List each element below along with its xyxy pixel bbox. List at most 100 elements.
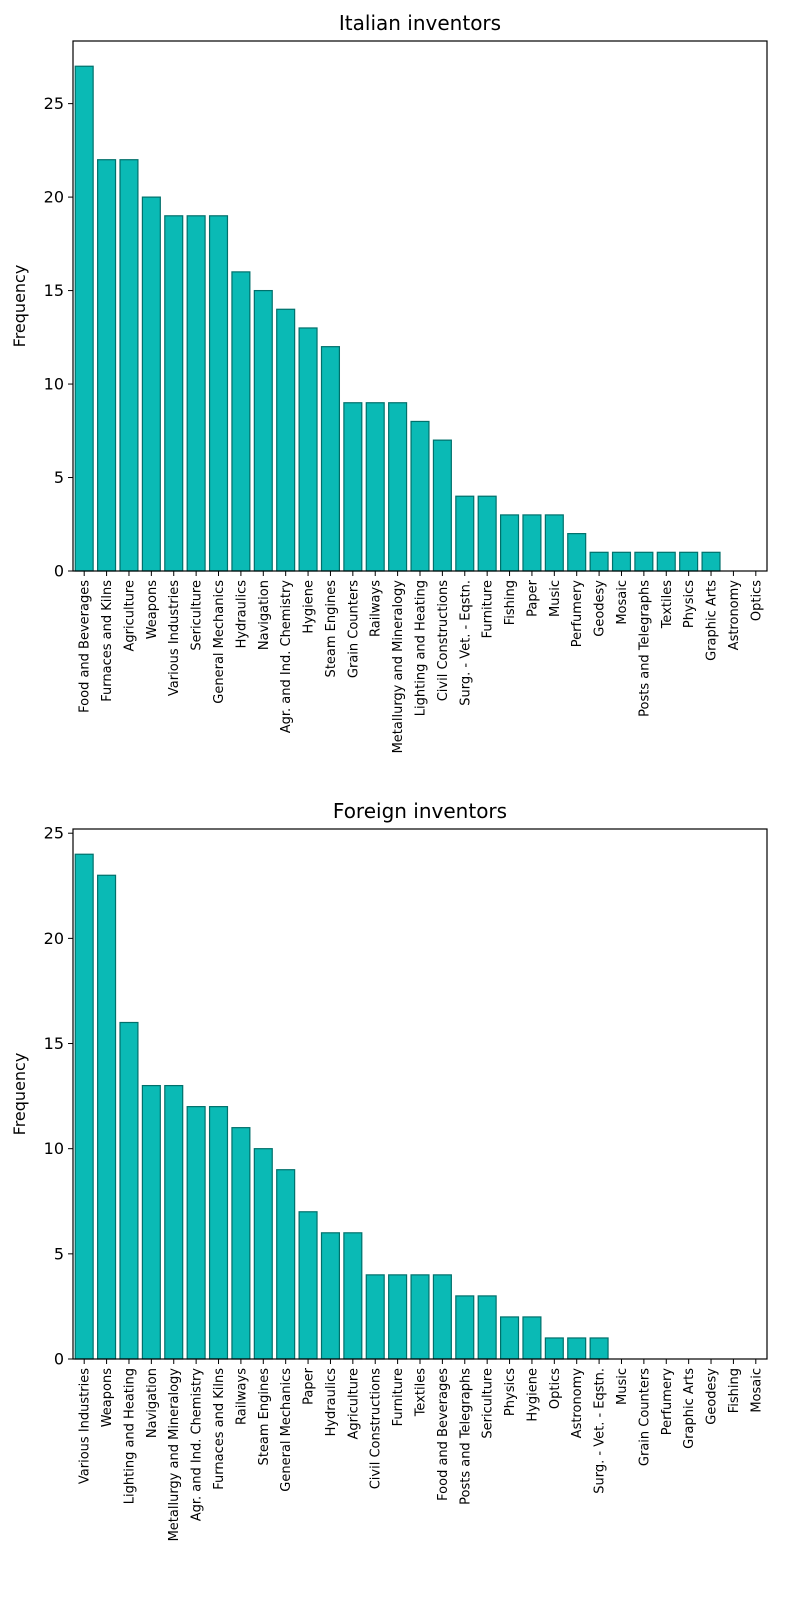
bar-17 xyxy=(432,1274,452,1360)
bar-7 xyxy=(208,1106,229,1360)
x-tick-label: General Mechanics xyxy=(212,580,227,704)
chart-panel-1: Italian inventors Frequency 0 5 10 15 20 25 Food… xyxy=(10,11,768,754)
bar-1 xyxy=(74,65,94,572)
bar-15 xyxy=(388,402,408,572)
x-tick-label: Sericulture xyxy=(190,580,205,651)
x-tick-label: Paper xyxy=(302,1367,317,1404)
x-tick-label: Weapons xyxy=(100,1368,115,1428)
bar-8 xyxy=(231,271,251,572)
x-tick-label: Lighting and Heating xyxy=(122,1368,137,1504)
x-tick-label: Steam Engines xyxy=(324,580,339,678)
x-tick-label: Astronomy xyxy=(727,580,742,651)
bar-8 xyxy=(231,1127,251,1360)
x-tick-label: Paper xyxy=(525,579,540,616)
x-tick-label: Geodesy xyxy=(705,1368,720,1425)
chart-panel-2: Foreign inventors Frequency 0 5 10 15 20 25 Vari… xyxy=(10,799,768,1541)
y-tick-label: 15 xyxy=(44,281,64,300)
x-tick-label: Agriculture xyxy=(346,1368,361,1440)
x-tick-label: Civil Constructions xyxy=(369,1368,384,1490)
x-tick-label: Physics xyxy=(682,580,697,628)
x-tick-label: Physics xyxy=(503,1368,518,1416)
bar-6 xyxy=(186,1106,206,1360)
bar-9 xyxy=(253,289,273,572)
x-tick-label: Posts and Telegraphs xyxy=(637,580,652,717)
x-tick-label: Fishing xyxy=(503,580,518,625)
bar-26 xyxy=(634,551,654,572)
x-tick-label: Graphic Arts xyxy=(682,1368,697,1449)
bar-21 xyxy=(522,514,542,572)
x-tick-label: Weapons xyxy=(145,580,160,640)
bar-13 xyxy=(343,402,363,572)
bar-24 xyxy=(589,1337,609,1360)
x-tick-label: Metallurgy and Mineralogy xyxy=(391,580,406,754)
bar-13 xyxy=(343,1232,363,1360)
bar-15 xyxy=(388,1274,408,1360)
x-tick-label: Furnaces and Kilns xyxy=(100,580,115,702)
x-tick-label: Music xyxy=(548,580,563,617)
bar-11 xyxy=(298,327,318,572)
x-tick-label: Railways xyxy=(369,580,384,637)
x-tick-label: Perfumery xyxy=(660,1368,675,1436)
bar-1 xyxy=(74,853,94,1360)
y-tick-label: 5 xyxy=(54,468,64,487)
bar-29 xyxy=(701,551,721,572)
bar-4 xyxy=(141,1084,161,1360)
x-tick-label: Navigation xyxy=(257,580,272,650)
bar-5 xyxy=(164,1084,184,1360)
bar-14 xyxy=(365,402,385,572)
bar-3 xyxy=(119,159,139,572)
x-tick-label: Surg. - Vet. - Eqstn. xyxy=(458,580,473,706)
x-tick-label: Hydraulics xyxy=(324,1368,339,1437)
x-tick-label: Geodesy xyxy=(593,580,608,637)
x-tick-label: Textiles xyxy=(414,1368,429,1418)
bar-12 xyxy=(320,1232,341,1360)
bar-18 xyxy=(455,495,475,572)
x-tick-label: Optics xyxy=(548,1368,563,1409)
x-tick-label: Posts and Telegraphs xyxy=(458,1368,473,1505)
bar-10 xyxy=(276,308,296,572)
bar-12 xyxy=(320,346,341,572)
x-tick-label: Furnaces and Kilns xyxy=(212,1368,227,1490)
bar-9 xyxy=(253,1148,273,1360)
x-tick-label: Hydraulics xyxy=(234,580,249,649)
x-tick-label: Music xyxy=(615,1368,630,1405)
x-tick-label: Perfumery xyxy=(570,580,585,648)
bar-11 xyxy=(298,1211,318,1360)
chart-title: Foreign inventors xyxy=(333,799,507,823)
bar-4 xyxy=(141,196,161,572)
bar-5 xyxy=(164,215,184,572)
x-tick-label: Navigation xyxy=(145,1368,160,1438)
y-tick-label: 20 xyxy=(44,188,64,207)
chart-title: Italian inventors xyxy=(339,11,501,35)
x-tick-label: Civil Constructions xyxy=(436,580,451,702)
x-tick-label: Astronomy xyxy=(570,1368,585,1439)
x-tick-label: Various Industries xyxy=(167,580,182,696)
bar-17 xyxy=(432,439,452,572)
x-tick-label: Graphic Arts xyxy=(705,580,720,661)
x-tick-label: Agr. and Ind. Chemistry xyxy=(279,580,294,734)
y-axis-label: Frequency xyxy=(10,265,29,348)
y-tick-label: 10 xyxy=(44,375,64,394)
bar-6 xyxy=(186,215,206,572)
x-tick-label: Grain Counters xyxy=(637,1368,652,1466)
x-tick-label: Surg. - Vet. - Eqstn. xyxy=(593,1368,608,1494)
y-axis-label: Frequency xyxy=(10,1053,29,1136)
bar-2 xyxy=(97,159,117,572)
bar-24 xyxy=(589,551,609,572)
x-tick-label: Textiles xyxy=(660,580,675,630)
bar-10 xyxy=(276,1169,296,1360)
bar-19 xyxy=(477,495,497,572)
x-tick-label: Steam Engines xyxy=(257,1368,272,1466)
x-tick-label: Railways xyxy=(234,1368,249,1425)
x-tick-label: Lighting and Heating xyxy=(414,580,429,716)
x-tick-label: Sericulture xyxy=(481,1368,496,1439)
x-tick-label: Fishing xyxy=(727,1368,742,1413)
bar-21 xyxy=(522,1316,542,1360)
x-tick-label: Agriculture xyxy=(122,580,137,652)
x-tick-label: Hygiene xyxy=(525,1368,540,1422)
x-tick-label: Food and Beverages xyxy=(78,580,93,713)
x-tick-label: Agr. and Ind. Chemistry xyxy=(190,1368,205,1522)
x-tick-label: Furniture xyxy=(391,1368,406,1426)
